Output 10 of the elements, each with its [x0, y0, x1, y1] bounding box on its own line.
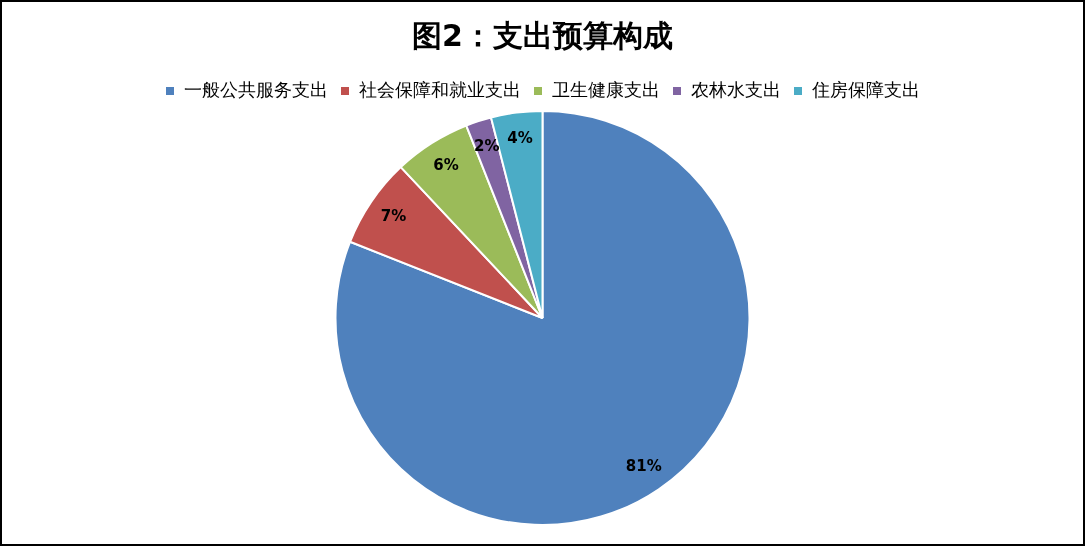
- legend-label: 住房保障支出: [811, 78, 920, 100]
- chart-title: 图2：支出预算构成: [412, 17, 673, 53]
- legend-label: 一般公共服务支出: [184, 78, 328, 100]
- legend-label: 社会保障和就业支出: [359, 78, 521, 100]
- data-label: 4%: [507, 129, 533, 148]
- data-label: 6%: [433, 155, 459, 174]
- data-label: 7%: [380, 206, 407, 225]
- legend-label: 农林水支出: [691, 78, 781, 100]
- legend-label: 卫生健康支出: [552, 78, 660, 100]
- data-label: 81%: [625, 456, 662, 475]
